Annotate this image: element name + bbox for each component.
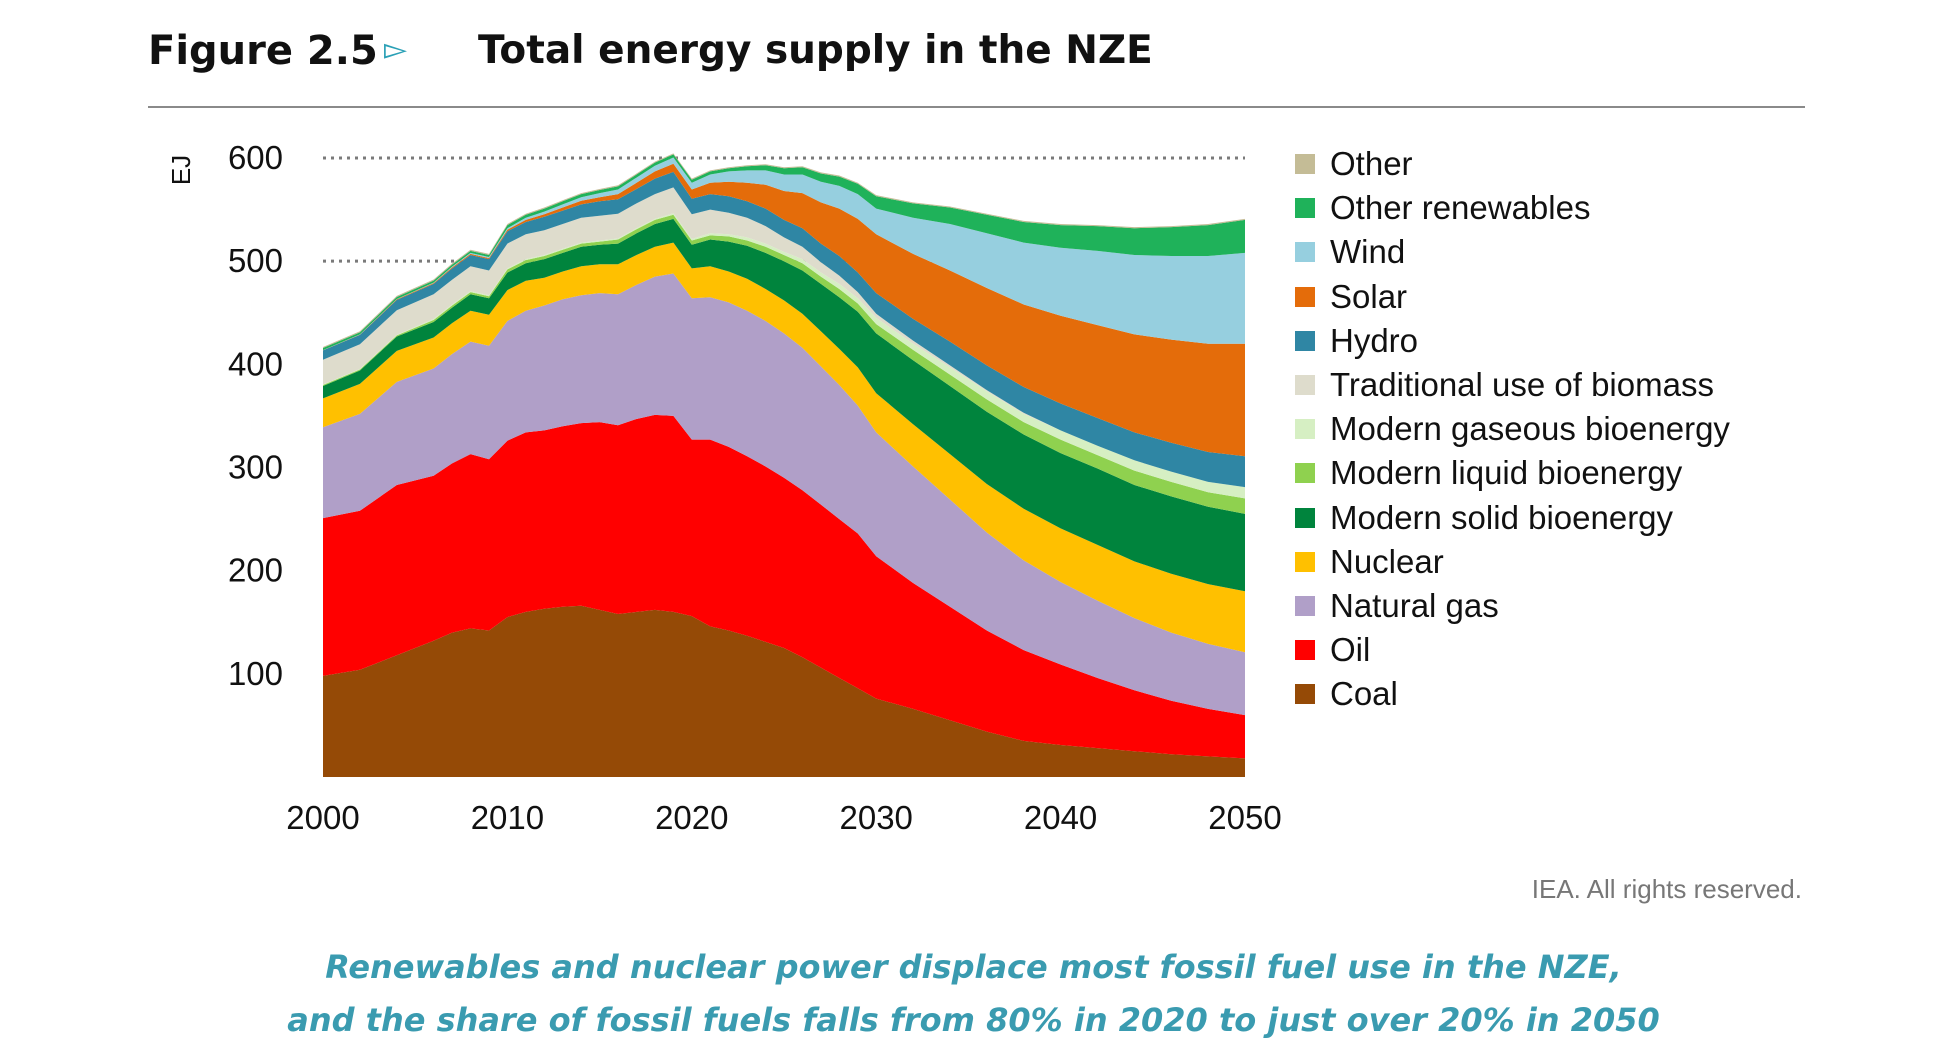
figure-number: Figure 2.5 (148, 28, 378, 74)
legend-swatch (1295, 375, 1315, 395)
legend-label: Modern gaseous bioenergy (1330, 410, 1730, 448)
legend-swatch (1295, 640, 1315, 661)
y-tick-label: 300 (228, 449, 283, 486)
area-series-coal (323, 605, 1245, 777)
area-series-modern-liquid-bioenergy (323, 214, 1245, 514)
area-series-modern-solid-bioenergy (323, 218, 1245, 592)
copyright-credit: IEA. All rights reserved. (1531, 874, 1802, 904)
x-tick-label: 2020 (655, 799, 728, 836)
legend-label: Coal (1330, 675, 1398, 713)
legend-swatch (1295, 596, 1315, 616)
axes: 100 200 300 400 500 600 2000 2010 2020 2030 2040 20… (228, 139, 1282, 836)
area-series-oil (323, 414, 1245, 759)
caption-line-2: and the share of fossil fuels falls from… (287, 1001, 1660, 1039)
y-tick-label: 600 (228, 139, 283, 176)
legend-label: Traditional use of biomass (1330, 366, 1714, 403)
area-series-solar (323, 163, 1245, 457)
x-tick-label: 2030 (839, 799, 912, 836)
stacked-area-chart: 100 200 300 400 500 600 2000 2010 2020 2030 2040 20… (166, 139, 1282, 836)
y-tick-label: 400 (228, 345, 283, 382)
legend-label: Other renewables (1330, 189, 1591, 227)
legend-swatch (1295, 330, 1315, 351)
legend-swatch (1295, 419, 1315, 440)
legend-swatch (1295, 198, 1315, 219)
legend-swatch (1295, 684, 1315, 705)
y-axis-label: EJ (166, 155, 196, 185)
area-series-nuclear (323, 242, 1245, 653)
legend-label: Oil (1330, 631, 1371, 669)
play-arrow-icon: ▻ (384, 32, 408, 67)
figure-title: Total energy supply in the NZE (478, 28, 1153, 73)
caption-line-1: Renewables and nuclear power displace mo… (325, 948, 1622, 986)
x-tick-label: 2050 (1208, 799, 1281, 836)
area-series-wind (323, 157, 1245, 351)
y-tick-label: 200 (228, 552, 283, 589)
legend-swatch (1295, 551, 1315, 572)
legend-swatch (1295, 242, 1315, 263)
y-tick-label: 500 (228, 242, 283, 279)
legend-label: Wind (1330, 233, 1406, 271)
area-series-traditional-use-of-biomass (323, 187, 1245, 488)
legend-swatch (1295, 154, 1315, 174)
legend-label: Natural gas (1330, 587, 1499, 624)
legend-label: Nuclear (1330, 542, 1444, 580)
legend-swatch (1295, 286, 1315, 307)
legend-swatch (1295, 463, 1315, 484)
x-tick-label: 2010 (471, 799, 544, 836)
x-tick-label: 2040 (1024, 799, 1097, 836)
legend-label: Modern solid bioenergy (1330, 498, 1674, 536)
y-tick-label: 100 (228, 655, 283, 692)
area-series-natural-gas (323, 273, 1245, 716)
area-series-group (323, 153, 1245, 777)
legend-label: Solar (1330, 277, 1408, 315)
legend-swatch (1295, 507, 1315, 528)
legend-label: Hydro (1330, 321, 1419, 359)
legend-label: Modern liquid bioenergy (1330, 454, 1683, 492)
x-tick-label: 2000 (286, 799, 359, 836)
header-divider (148, 106, 1805, 108)
area-series-modern-gaseous-bioenergy (323, 213, 1245, 499)
area-series-hydro (323, 171, 1245, 488)
legend-label: Other (1330, 145, 1413, 182)
